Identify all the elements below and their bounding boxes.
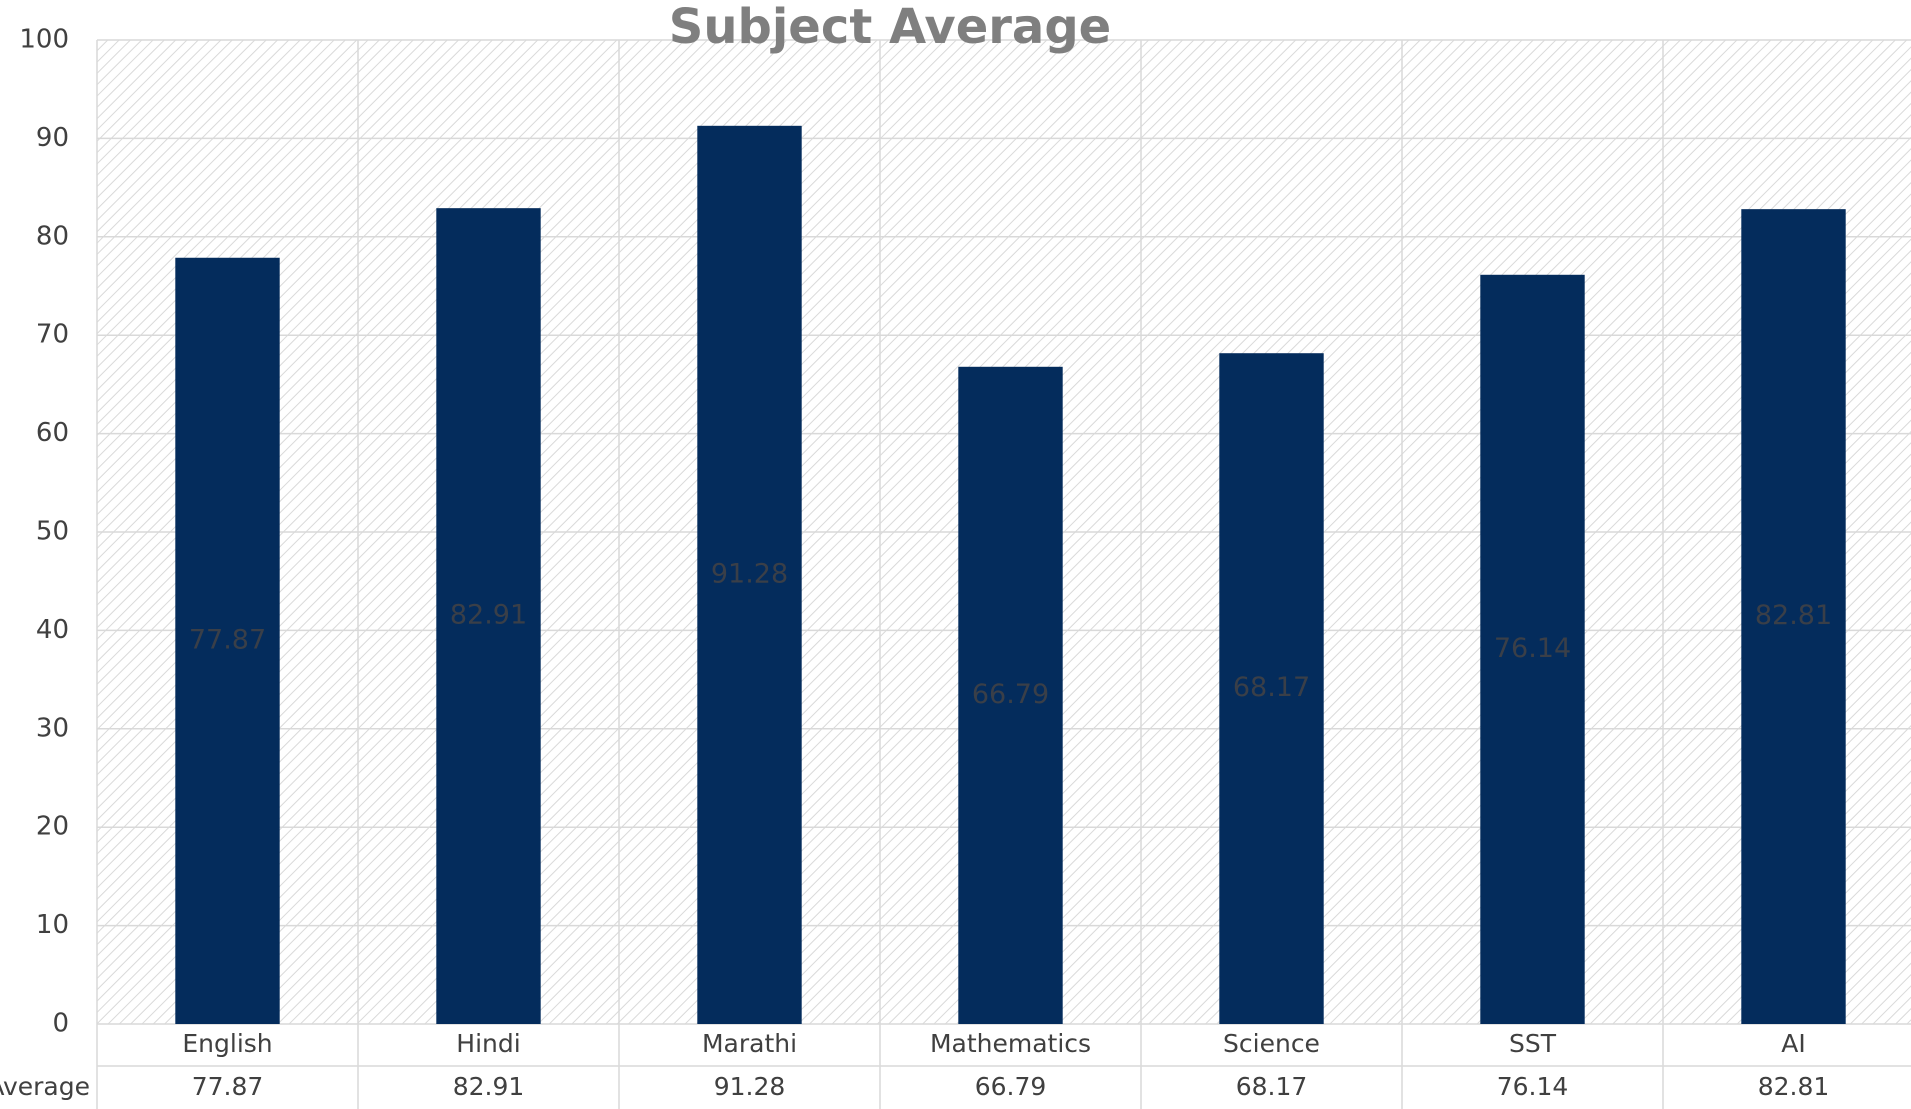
bar: [958, 366, 1063, 1025]
bar: [1480, 274, 1585, 1024]
x-tick-label: English: [182, 1029, 272, 1058]
y-tick-label: 50: [36, 517, 69, 547]
y-tick-label: 0: [52, 1009, 69, 1039]
y-tick-label: 100: [19, 25, 69, 55]
data-label: 77.87: [189, 624, 266, 655]
table-value: 82.91: [453, 1072, 525, 1101]
x-tick-label: SST: [1509, 1029, 1557, 1058]
table-value: 77.87: [192, 1072, 264, 1101]
data-label: 66.79: [972, 679, 1049, 710]
x-tick-label: Science: [1223, 1029, 1320, 1058]
table-value: 91.28: [714, 1072, 786, 1101]
x-tick-label: Marathi: [702, 1029, 797, 1058]
data-label: 76.14: [1494, 633, 1571, 664]
data-label: 82.91: [450, 600, 527, 631]
table-value: 82.81: [1758, 1072, 1830, 1101]
bar: [1741, 209, 1846, 1024]
y-tick-label: 80: [36, 221, 69, 251]
bar: [175, 257, 280, 1025]
y-tick-label: 40: [36, 615, 69, 645]
table-value: 68.17: [1236, 1072, 1308, 1101]
bar: [436, 208, 541, 1025]
plot-layer: 0 10 20 30 40 50 60 70 80 90 100 Average 77.87 77.87 8…: [0, 25, 1911, 1109]
x-tick-label: Hindi: [456, 1029, 520, 1058]
table-value: 66.79: [975, 1072, 1047, 1101]
data-label: 82.81: [1755, 600, 1832, 631]
y-tick-label: 20: [36, 812, 69, 842]
bar: [697, 125, 802, 1024]
y-tick-label: 60: [36, 418, 69, 448]
data-label: 68.17: [1233, 672, 1310, 703]
y-tick-label: 30: [36, 713, 69, 743]
chart-title: Subject Average: [669, 0, 1111, 55]
series-name: Average: [0, 1072, 90, 1101]
y-tick-label: 10: [36, 910, 69, 940]
y-tick-label: 90: [36, 123, 69, 153]
x-tick-label: AI: [1781, 1029, 1805, 1058]
data-label: 91.28: [711, 558, 788, 589]
y-tick-label: 70: [36, 320, 69, 350]
bar: [1219, 353, 1324, 1024]
table-value: 76.14: [1497, 1072, 1569, 1101]
x-tick-label: Mathematics: [930, 1029, 1091, 1058]
